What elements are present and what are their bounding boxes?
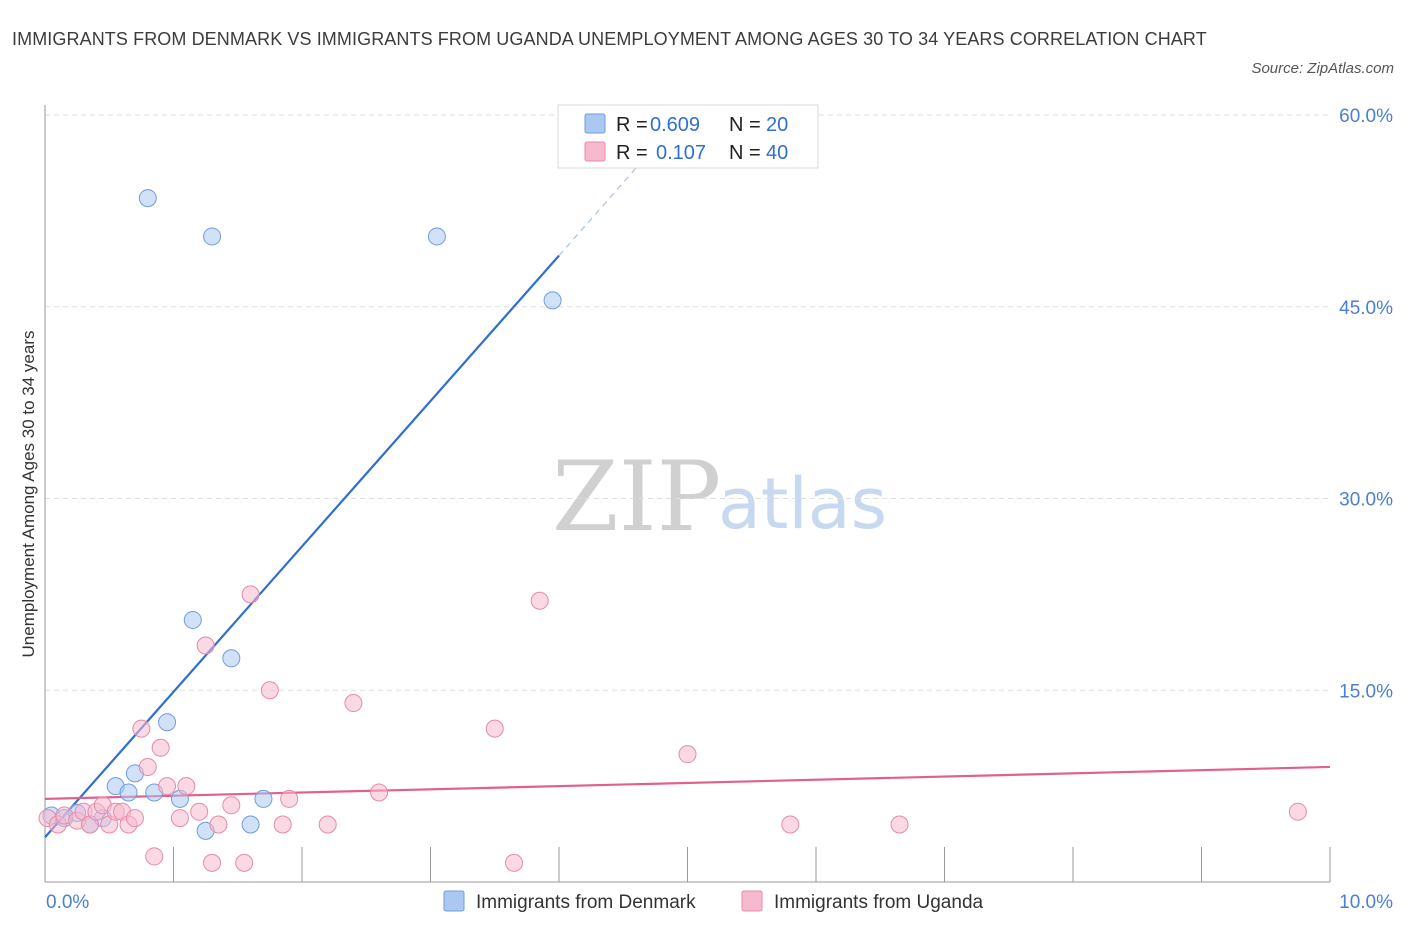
point-denmark-12 xyxy=(183,610,202,629)
point-denmark-8 xyxy=(138,189,157,208)
series-legend-label-uganda: Immigrants from Uganda xyxy=(774,892,984,913)
trendline-extension-0 xyxy=(558,152,650,257)
point-uganda-24 xyxy=(222,796,241,815)
point-uganda-20 xyxy=(190,802,209,821)
legend-n-label-denmark: N = xyxy=(729,114,761,136)
point-uganda-14 xyxy=(138,757,157,776)
legend-n-value-denmark: 20 xyxy=(766,114,788,136)
point-uganda-19 xyxy=(177,777,196,796)
y-axis-label: Unemployment Among Ages 30 to 34 years xyxy=(19,331,38,658)
point-uganda-28 xyxy=(273,815,292,834)
watermark-atlas: atlas xyxy=(718,463,887,545)
data-points xyxy=(38,189,1307,872)
point-uganda-32 xyxy=(370,783,389,802)
point-uganda-27 xyxy=(260,681,279,700)
watermark-zip: ZIP xyxy=(552,441,721,553)
legend-r-value-uganda: 0.107 xyxy=(656,142,706,164)
point-uganda-23 xyxy=(209,815,228,834)
legend-swatch-denmark xyxy=(584,113,606,134)
legend-n-label-uganda: N = xyxy=(729,142,761,164)
chart-title: IMMIGRANTS FROM DENMARK VS IMMIGRANTS FR… xyxy=(12,29,1207,49)
series-legend: Immigrants from Denmark Immigrants from … xyxy=(443,890,984,913)
point-uganda-16 xyxy=(151,738,170,757)
point-uganda-15 xyxy=(145,847,164,866)
point-uganda-35 xyxy=(530,591,549,610)
series-legend-swatch-denmark xyxy=(443,890,465,912)
point-uganda-37 xyxy=(781,815,800,834)
point-uganda-39 xyxy=(1288,802,1307,821)
axes xyxy=(44,105,1331,883)
series-legend-label-denmark: Immigrants from Denmark xyxy=(476,892,696,913)
point-denmark-15 xyxy=(222,649,241,668)
point-denmark-19 xyxy=(543,291,562,310)
point-uganda-33 xyxy=(485,719,504,738)
point-uganda-22 xyxy=(203,853,222,872)
legend-r-value-denmark: 0.609 xyxy=(650,114,700,136)
series-legend-swatch-uganda xyxy=(741,890,763,912)
point-denmark-14 xyxy=(203,227,222,246)
point-denmark-18 xyxy=(427,227,446,246)
watermark: ZIP atlas xyxy=(552,441,887,553)
source-credit: Source: ZipAtlas.com xyxy=(1251,60,1394,77)
legend-n-value-uganda: 40 xyxy=(766,142,788,164)
legend-r-label-uganda: R = xyxy=(616,142,648,164)
y-tick-label-3: 60.0% xyxy=(1339,106,1393,127)
point-uganda-13 xyxy=(132,719,151,738)
point-uganda-25 xyxy=(235,853,254,872)
y-tick-label-1: 30.0% xyxy=(1339,490,1393,511)
x-tick-label-0: 0.0% xyxy=(46,892,89,913)
point-denmark-17 xyxy=(254,789,273,808)
point-uganda-21 xyxy=(196,636,215,655)
point-uganda-36 xyxy=(678,745,697,764)
y-tick-label-0: 15.0% xyxy=(1339,681,1393,702)
point-uganda-30 xyxy=(318,815,337,834)
point-uganda-17 xyxy=(158,777,177,796)
point-uganda-34 xyxy=(505,853,524,872)
point-denmark-10 xyxy=(158,713,177,732)
trendline-1 xyxy=(44,765,1331,801)
point-uganda-12 xyxy=(125,809,144,828)
legend-swatch-uganda xyxy=(584,141,606,162)
grid xyxy=(45,114,1330,691)
x-tick-label-1: 10.0% xyxy=(1339,892,1393,913)
legend-r-label-denmark: R = xyxy=(616,114,648,136)
tick-labels: 15.0% 30.0% 45.0% 60.0% 0.0% 10.0% xyxy=(46,106,1393,913)
point-uganda-31 xyxy=(344,694,363,713)
point-uganda-26 xyxy=(241,585,260,604)
trendline-0 xyxy=(44,254,560,838)
point-denmark-16 xyxy=(241,815,260,834)
correlation-legend: R = 0.609 N = 20 R = 0.107 N = 40 xyxy=(557,104,819,169)
point-uganda-38 xyxy=(890,815,909,834)
point-uganda-18 xyxy=(170,809,189,828)
y-tick-label-2: 45.0% xyxy=(1339,298,1393,319)
point-uganda-29 xyxy=(280,789,299,808)
point-denmark-6 xyxy=(119,783,138,802)
